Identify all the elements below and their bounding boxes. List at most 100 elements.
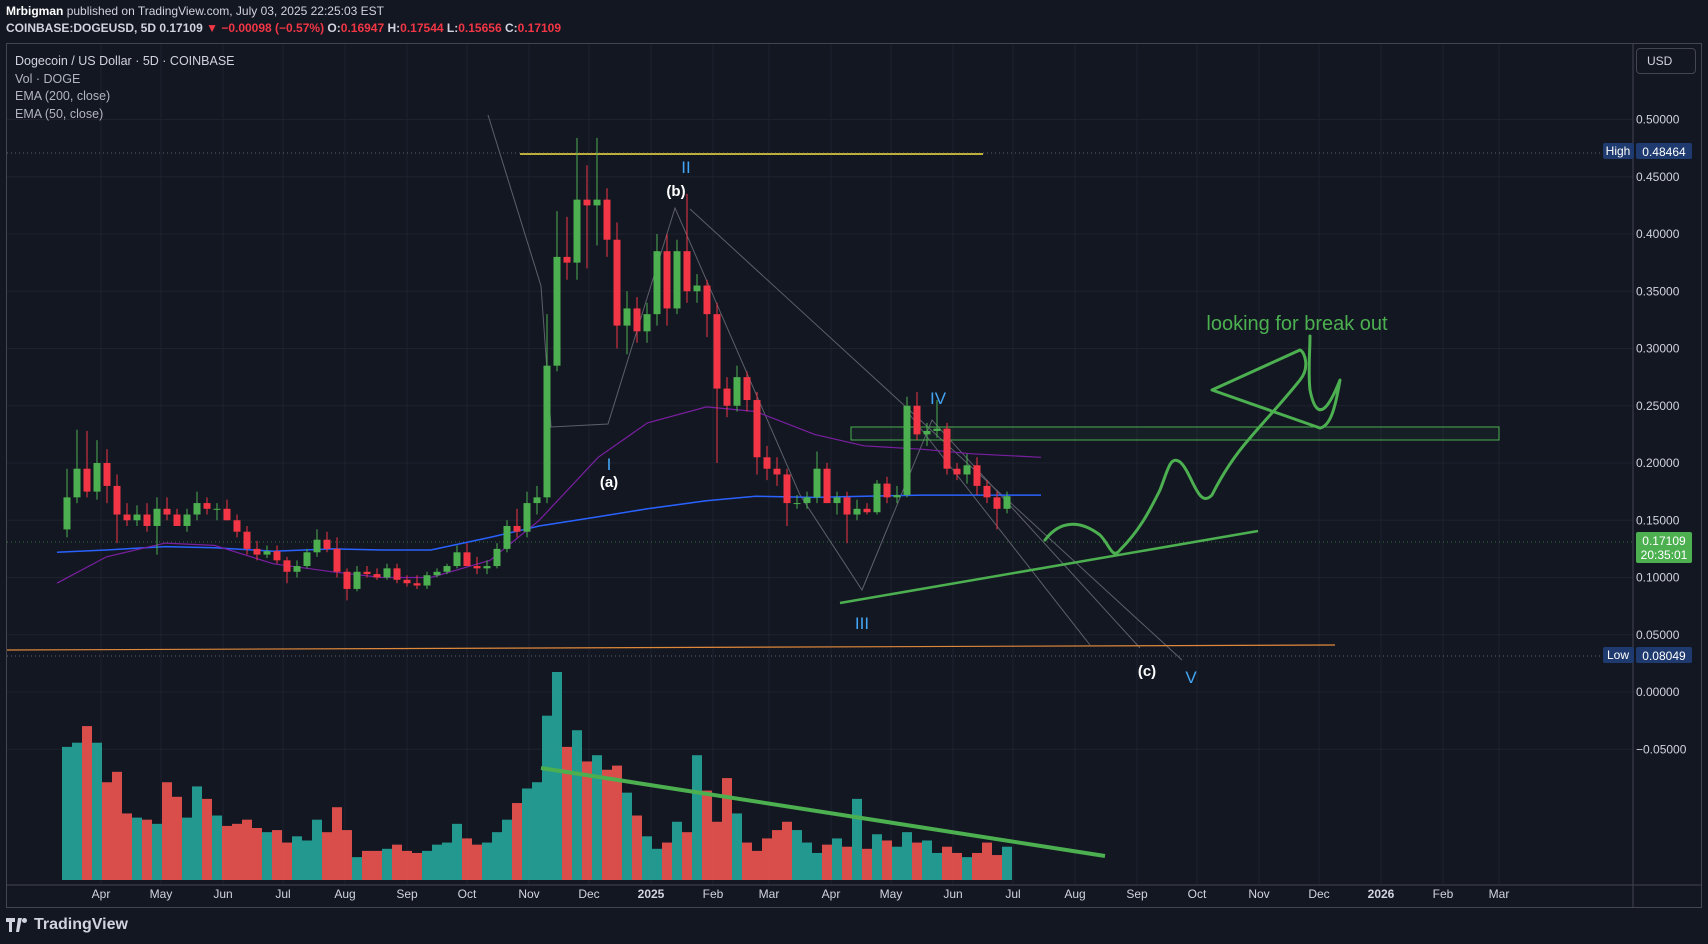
volume-bar <box>92 742 102 880</box>
symbol-line: COINBASE:DOGEUSD, 5D <box>6 21 157 35</box>
price-tick-label: 0.00000 <box>1636 685 1680 699</box>
volume-bar <box>912 842 922 880</box>
volume-bar <box>372 850 382 880</box>
time-tick-label: Oct <box>1188 887 1207 901</box>
candle-body <box>63 497 71 530</box>
volume-bar <box>522 788 532 880</box>
time-tick-label: Apr <box>92 887 111 901</box>
volume-bar <box>992 855 1002 880</box>
candle-body <box>993 497 1001 509</box>
volume-bar <box>482 842 492 880</box>
candle-body <box>113 485 121 515</box>
support-trendline <box>839 529 1259 605</box>
volume-bar <box>102 782 112 880</box>
candle-body <box>403 579 411 584</box>
candle-body <box>793 503 801 505</box>
price-change: ▼ −0.00098 (−0.57%) <box>206 21 325 35</box>
wave-label-i: I <box>607 455 612 474</box>
volume-bar <box>772 830 782 880</box>
time-tick-label: Mar <box>1489 887 1510 901</box>
candle-body <box>293 566 301 572</box>
candle-body <box>893 495 901 498</box>
chart-frame[interactable] <box>6 43 1702 908</box>
candle-body <box>813 468 821 498</box>
volume-bar <box>972 852 982 880</box>
volume-bar <box>822 844 832 880</box>
candle-body <box>93 463 101 492</box>
volume-bar <box>582 761 592 880</box>
candle-body <box>553 256 561 366</box>
volume-bar <box>392 844 402 880</box>
candle-body <box>503 525 511 549</box>
author-name[interactable]: Mrbigman <box>6 4 64 18</box>
high-label: H: <box>387 21 401 35</box>
time-axis[interactable]: Apr May Jun Jul Aug Sep Oct Nov Dec 2025 Feb Mar Apr… <box>92 887 1510 901</box>
volume-bar <box>202 798 212 880</box>
candle-body <box>453 552 461 567</box>
ema50-line <box>56 406 1042 584</box>
drawings <box>6 114 1633 661</box>
candle-body <box>953 468 961 475</box>
volume-bar <box>852 798 862 880</box>
candle-body <box>153 508 161 526</box>
candle-body <box>763 457 771 469</box>
price-axis[interactable]: 0.50000 0.45000 0.40000 0.35000 0.30000 0.250… <box>1603 113 1692 757</box>
volume-bar <box>142 819 152 880</box>
volume-bar <box>702 790 712 880</box>
time-tick-label: May <box>150 887 173 901</box>
legend-volume[interactable]: Vol · DOGE <box>15 71 81 86</box>
support-line <box>6 644 1336 651</box>
volume-bar <box>592 755 602 880</box>
legend-ema200[interactable]: EMA (200, close) <box>15 89 111 103</box>
volume-bar <box>162 782 172 880</box>
volume-bar <box>342 830 352 880</box>
volume-bar <box>122 813 132 880</box>
candle-body <box>923 430 931 435</box>
volume-bar <box>802 842 812 880</box>
candle-body <box>1003 496 1011 509</box>
candle-body <box>913 405 921 435</box>
candle-body <box>733 377 741 406</box>
resistance-box <box>850 426 1500 441</box>
time-tick-label: Nov <box>518 887 539 901</box>
volume-bar <box>932 852 942 880</box>
candle-body <box>573 199 581 263</box>
price-tick-label: 0.05000 <box>1636 628 1680 642</box>
volume-bar <box>712 821 722 880</box>
chart-legend: Dogecoin / US Dollar · 5D · COINBASE Vol… <box>15 53 235 123</box>
candle-body <box>883 483 891 498</box>
candle-body <box>533 497 541 504</box>
candle-body <box>353 571 361 589</box>
candle-body <box>443 566 451 572</box>
legend-ema50[interactable]: EMA (50, close) <box>15 106 104 121</box>
last-price-tag <box>1636 532 1692 563</box>
candle-body <box>773 468 781 475</box>
candle-body <box>253 548 261 555</box>
grid <box>7 44 1701 907</box>
volume-bar <box>872 834 882 880</box>
volume-bar <box>312 819 322 880</box>
tradingview-logo[interactable]: TradingView <box>6 916 128 934</box>
candle-body <box>613 239 621 326</box>
candle-body <box>303 552 311 567</box>
time-tick-label: May <box>880 887 903 901</box>
currency-button[interactable]: USD <box>1636 48 1696 74</box>
time-tick-label: Sep <box>1126 887 1148 901</box>
candle-body <box>563 256 571 263</box>
low-tag-label <box>1603 647 1634 663</box>
volume-bar <box>282 842 292 880</box>
candle-body <box>123 514 131 521</box>
published-text: published on TradingView.com, July 03, 2… <box>66 4 385 18</box>
candle-body <box>143 514 151 526</box>
candle-body <box>713 314 721 389</box>
candle-body <box>723 388 731 406</box>
volume-bar <box>762 838 772 880</box>
volume-bar <box>892 846 902 880</box>
candle-body <box>583 199 591 206</box>
volume-bar <box>722 778 732 880</box>
volume-bar <box>642 836 652 880</box>
candle-body <box>493 548 501 567</box>
candle-body <box>863 508 871 513</box>
legend-title[interactable]: Dogecoin / US Dollar · 5D · COINBASE <box>15 54 235 68</box>
